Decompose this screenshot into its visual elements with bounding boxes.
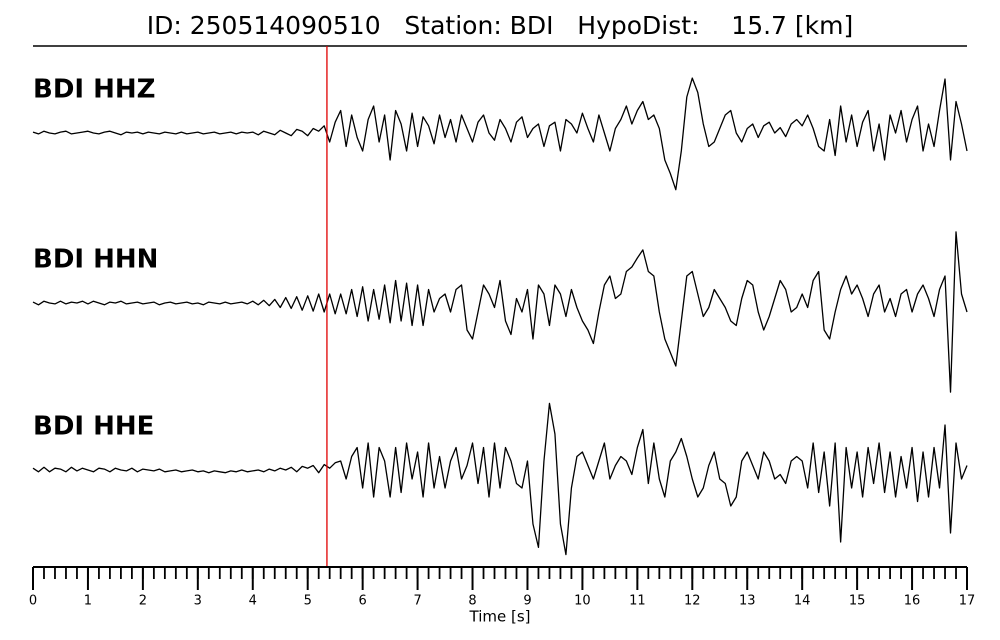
trace — [32, 402, 968, 556]
x-tick-label: 0 — [29, 594, 37, 609]
x-tick-label: 16 — [904, 594, 921, 609]
x-tick-label: 4 — [249, 594, 257, 609]
x-tick-label: 7 — [413, 594, 421, 609]
x-tick-label: 1 — [84, 594, 92, 609]
trace-label: BDI HHN — [33, 245, 158, 275]
chart-title: ID: 250514090510 Station: BDI HypoDist: … — [147, 11, 854, 40]
x-axis-label: Time [s] — [469, 608, 531, 626]
x-tick-label: 13 — [739, 594, 756, 609]
x-tick-label: 11 — [629, 594, 646, 609]
x-tick-label: 3 — [194, 594, 202, 609]
x-tick-label: 14 — [794, 594, 811, 609]
x-tick-label: 15 — [849, 594, 866, 609]
x-tick-label: 5 — [304, 594, 312, 609]
x-tick-label: 10 — [574, 594, 591, 609]
x-tick-label: 2 — [139, 594, 147, 609]
x-tick-label: 17 — [959, 594, 976, 609]
trace — [32, 77, 968, 191]
x-tick-label: 9 — [523, 594, 531, 609]
x-tick-label: 6 — [359, 594, 367, 609]
x-tick-label: 8 — [468, 594, 476, 609]
trace — [32, 231, 968, 393]
trace-label: BDI HHE — [33, 412, 154, 442]
trace-label: BDI HHZ — [33, 75, 156, 105]
x-tick-label: 12 — [684, 594, 701, 609]
